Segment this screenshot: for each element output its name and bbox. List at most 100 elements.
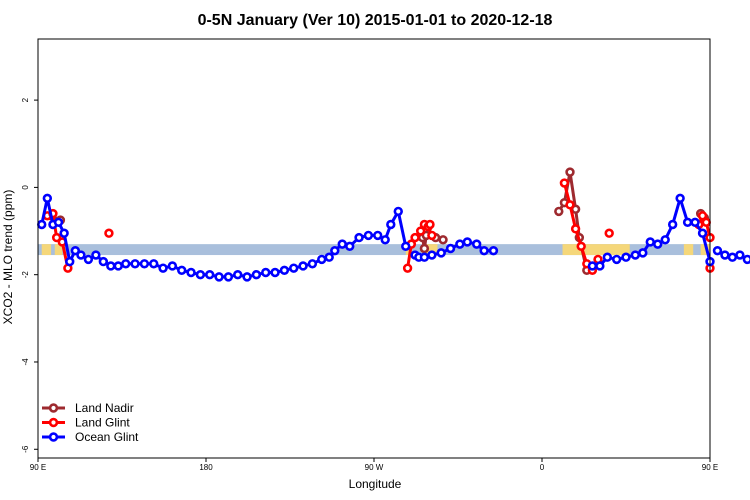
series-line-land-glint (562, 182, 600, 272)
data-point-ocean-glint (53, 217, 64, 228)
data-point-ocean-glint (682, 217, 693, 228)
data-point-ocean-glint (386, 219, 396, 230)
data-point-ocean-glint (317, 254, 327, 265)
data-point-ocean-glint (324, 252, 334, 262)
legend-item-ocean-glint: Ocean Glint (42, 430, 139, 444)
data-point-ocean-glint (330, 245, 340, 256)
data-point-ocean-glint (121, 259, 131, 269)
data-point-ocean-glint (401, 241, 411, 252)
legend-marker (48, 417, 59, 428)
data-point-ocean-glint (455, 239, 465, 249)
x-axis-title: Longitude (349, 477, 402, 491)
x-tick-label: 0 (540, 463, 545, 472)
data-point-land-glint (559, 178, 570, 188)
legend-label: Ocean Glint (75, 430, 139, 444)
data-point-ocean-glint (587, 261, 598, 271)
data-point-land-glint (604, 228, 614, 238)
y-tick-label: -6 (21, 445, 30, 453)
data-point-ocean-glint (488, 245, 499, 256)
data-point-ocean-glint (727, 252, 738, 262)
data-point-ocean-glint (98, 256, 109, 267)
data-point-ocean-glint (471, 239, 482, 249)
data-point-ocean-glint (667, 219, 678, 230)
data-point-ocean-glint (602, 252, 613, 262)
data-point-ocean-glint (65, 256, 75, 267)
data-point-ocean-glint (393, 206, 403, 217)
data-point-ocean-glint (251, 269, 262, 280)
data-point-ocean-glint (462, 237, 473, 247)
data-point-ocean-glint (289, 263, 299, 273)
data-point-ocean-glint (158, 263, 168, 273)
legend-label: Land Glint (75, 416, 130, 430)
x-tick-label: 90 E (30, 463, 46, 472)
y-axis: 2 0 -2 -4 -6 (21, 97, 38, 453)
data-point-land-glint (576, 241, 586, 252)
data-point-ocean-glint (195, 269, 206, 280)
series-line-ocean-glint (40, 196, 408, 279)
data-point-ocean-glint (242, 272, 252, 282)
data-point-ocean-glint (445, 243, 456, 254)
data-point-ocean-glint (186, 267, 196, 278)
land-band-segment-4 (562, 244, 587, 256)
data-point-land-glint (104, 228, 114, 238)
x-tick-label: 90 E (702, 463, 718, 472)
data-point-land-glint (701, 217, 711, 228)
data-point-ocean-glint (660, 235, 670, 245)
data-point-land-glint (565, 200, 575, 210)
data-point-ocean-glint (630, 250, 641, 260)
data-point-ocean-glint (712, 245, 723, 256)
data-point-ocean-glint (177, 265, 187, 276)
data-point-ocean-glint (37, 219, 47, 230)
data-point-ocean-glint (167, 261, 178, 271)
data-point-ocean-glint (653, 239, 663, 249)
data-point-ocean-glint (149, 259, 159, 269)
data-point-ocean-glint (223, 272, 234, 282)
data-point-ocean-glint (279, 265, 290, 276)
series-ocean-glint (37, 193, 750, 282)
data-point-ocean-glint (233, 269, 243, 280)
x-tick-label: 180 (199, 463, 213, 472)
legend-item-land-glint: Land Glint (42, 416, 130, 430)
data-point-ocean-glint (70, 245, 81, 256)
data-point-land-nadir (554, 206, 564, 217)
land-band-segment-3 (424, 244, 438, 256)
legend-label: Land Nadir (75, 401, 134, 415)
x-tick-label: 90 W (365, 463, 384, 472)
y-tick-label: -4 (21, 358, 30, 366)
data-point-ocean-glint (139, 259, 150, 269)
data-point-land-glint (410, 232, 420, 243)
data-point-ocean-glint (261, 267, 271, 278)
data-point-land-glint (570, 224, 581, 234)
y-tick-label: 0 (21, 185, 30, 190)
data-point-land-glint (51, 232, 62, 243)
y-axis-title: XCO2 - MLO trend (ppm) (1, 190, 15, 325)
land-band-segment-1 (54, 244, 63, 256)
ocean-band (38, 244, 710, 256)
data-point-ocean-glint (735, 250, 745, 260)
data-point-ocean-glint (675, 193, 685, 204)
data-point-ocean-glint (337, 239, 347, 249)
land-band-segment-0 (41, 244, 52, 256)
data-point-ocean-glint (307, 259, 318, 269)
data-point-ocean-glint (427, 250, 437, 260)
legend-marker (48, 403, 59, 413)
data-point-land-nadir (565, 167, 575, 177)
series-layer (37, 167, 750, 282)
data-point-land-glint (427, 230, 437, 241)
data-point-ocean-glint (645, 237, 655, 247)
legend-item-land-nadir: Land Nadir (42, 401, 134, 415)
data-point-ocean-glint (76, 250, 86, 260)
data-point-ocean-glint (113, 261, 123, 271)
data-point-ocean-glint (83, 254, 94, 265)
data-point-land-nadir (438, 235, 448, 245)
data-point-land-glint (402, 263, 413, 273)
data-point-ocean-glint (479, 245, 489, 256)
data-point-ocean-glint (298, 261, 308, 271)
y-tick-label: -2 (21, 271, 30, 279)
data-point-ocean-glint (130, 259, 140, 269)
data-point-ocean-glint (42, 193, 53, 204)
data-point-ocean-glint (621, 252, 631, 262)
legend-marker (48, 432, 59, 442)
